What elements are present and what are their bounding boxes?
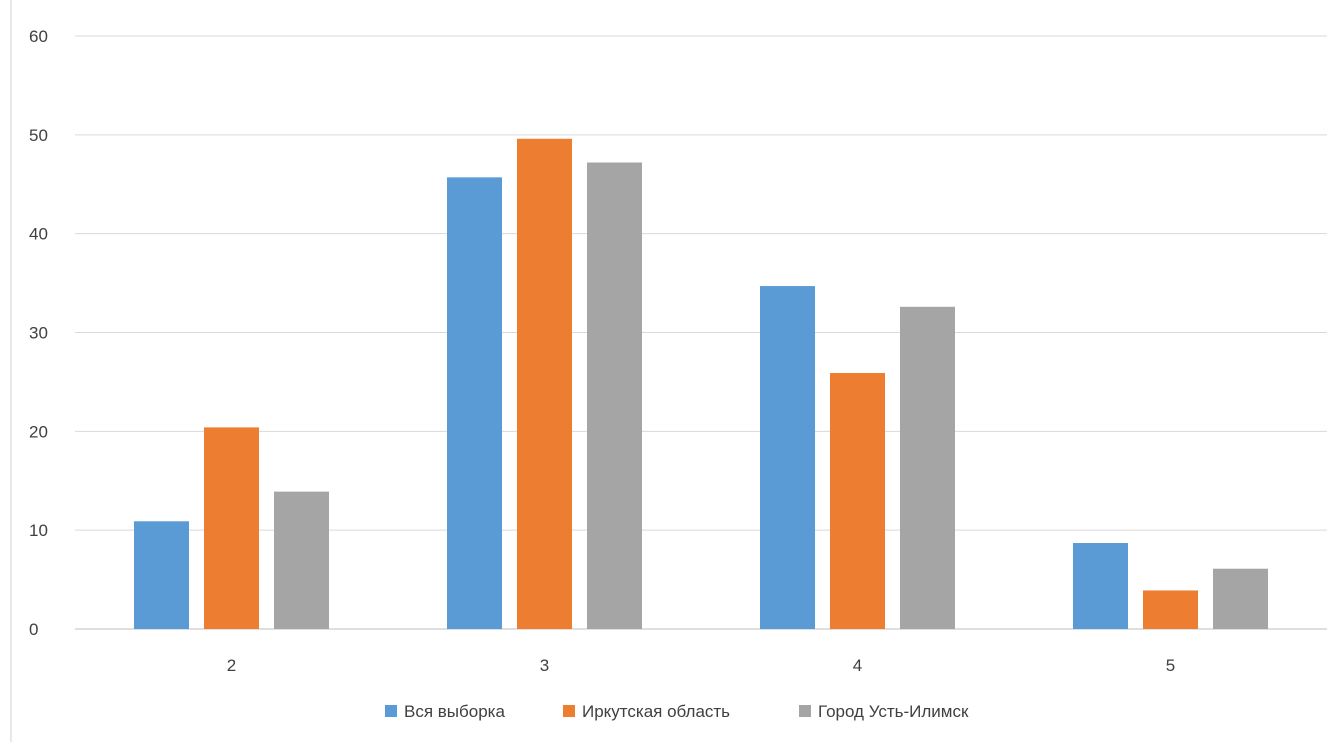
- bar-1-category-2: [134, 521, 189, 629]
- x-tick-label: 2: [227, 656, 236, 675]
- bar-2-category-5: [1143, 590, 1198, 629]
- legend-label: Вся выборка: [404, 702, 505, 721]
- y-tick-label: 30: [29, 324, 48, 343]
- bar-3-category-3: [587, 162, 642, 630]
- bar-2-category-2: [204, 427, 259, 629]
- gridlines: [75, 35, 1327, 630]
- y-tick-label: 20: [29, 422, 48, 441]
- bar-1-category-4: [760, 286, 815, 629]
- bar-1-category-5: [1073, 543, 1128, 629]
- y-tick-label: 60: [29, 27, 48, 46]
- x-tick-label: 5: [1166, 656, 1175, 675]
- y-tick-label: 50: [29, 126, 48, 145]
- y-tick-label: 10: [29, 521, 48, 540]
- bar-2-category-4: [830, 373, 885, 629]
- legend-swatch: [385, 705, 397, 717]
- bars: [134, 138, 1268, 630]
- x-tick-label: 4: [853, 656, 862, 675]
- y-tick-label: 0: [29, 620, 38, 639]
- x-axis-ticks: 2 3 4 5: [227, 656, 1175, 675]
- legend-swatch: [563, 705, 575, 717]
- legend: Вся выборка Иркутская область Город Усть-И…: [385, 702, 969, 721]
- bar-2-category-3: [517, 138, 572, 629]
- legend-label: Иркутская область: [582, 702, 730, 721]
- y-axis-ticks: 0 10 20 30 40 50 60: [29, 27, 48, 639]
- legend-label: Город Усть-Илимск: [818, 702, 969, 721]
- bar-3-category-4: [900, 306, 955, 629]
- y-tick-label: 40: [29, 225, 48, 244]
- legend-swatch: [799, 705, 811, 717]
- bar-3-category-2: [274, 491, 329, 629]
- bar-3-category-5: [1213, 568, 1268, 629]
- x-tick-label: 3: [540, 656, 549, 675]
- bar-1-category-3: [447, 177, 502, 629]
